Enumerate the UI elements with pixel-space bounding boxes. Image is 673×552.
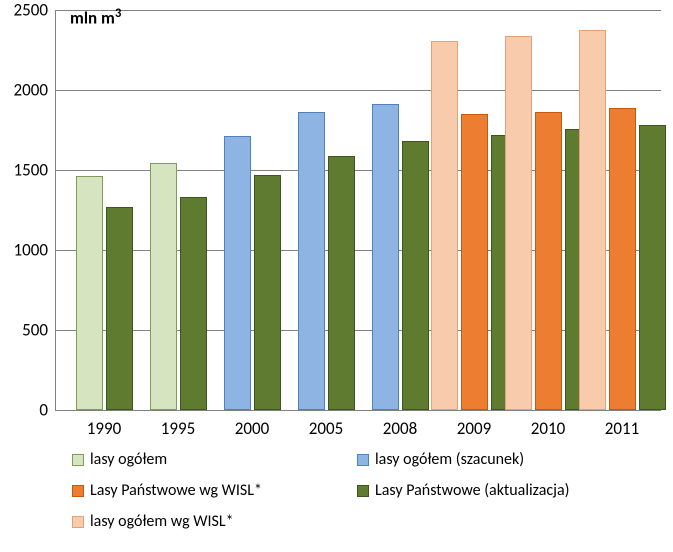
y-tick-label: 0 bbox=[39, 400, 56, 421]
plot-area: 0500100015002000250019901995200020052008… bbox=[55, 10, 661, 411]
x-tick-label: 2011 bbox=[605, 410, 639, 439]
legend-swatch bbox=[357, 485, 369, 497]
y-tick-label: 2500 bbox=[14, 0, 56, 21]
legend-label: lasy ogółem bbox=[90, 450, 167, 469]
legend-swatch bbox=[72, 485, 84, 497]
bar-lp_aktual bbox=[402, 141, 429, 410]
bar-lasy_ogolem_szac bbox=[298, 112, 325, 410]
bar-lasy_ogolem_wisl bbox=[579, 30, 606, 410]
legend-swatch bbox=[357, 454, 369, 466]
bar-lp_wg_wisl bbox=[609, 108, 636, 410]
bar-lp_wg_wisl bbox=[461, 114, 488, 410]
bar-lp_aktual bbox=[180, 197, 207, 410]
bar-lp_aktual bbox=[254, 175, 281, 410]
y-axis-unit-label: mln m3 bbox=[70, 6, 121, 29]
legend-swatch bbox=[72, 516, 84, 528]
bar-lp_aktual bbox=[639, 125, 666, 410]
x-tick-label: 2000 bbox=[235, 410, 269, 439]
x-tick-label: 1995 bbox=[161, 410, 195, 439]
legend-item-lp_wg_wisl: Lasy Państwowe wg WISL* bbox=[72, 481, 347, 500]
bar-lasy_ogolem bbox=[150, 163, 177, 410]
bar-lp_aktual bbox=[106, 207, 133, 410]
legend-item-lasy_ogolem_szac: lasy ogółem (szacunek) bbox=[357, 450, 632, 469]
y-tick-label: 1000 bbox=[14, 240, 56, 261]
legend-item-lasy_ogolem_wisl: lasy ogółem wg WISL* bbox=[72, 512, 347, 531]
forest-volume-bar-chart: 0 500 1000 1500 2000 2500 1990 1995 2000 2005 2008… bbox=[0, 0, 673, 552]
legend-item-lasy_ogolem: lasy ogółem bbox=[72, 450, 347, 469]
x-tick-label: 2010 bbox=[531, 410, 565, 439]
y-tick-label: 1500 bbox=[14, 160, 56, 181]
x-tick-label: 1990 bbox=[87, 410, 121, 439]
bar-lasy_ogolem_wisl bbox=[431, 41, 458, 410]
x-tick-label: 2005 bbox=[309, 410, 343, 439]
legend-swatch bbox=[72, 454, 84, 466]
legend-label: lasy ogółem wg WISL* bbox=[90, 512, 234, 531]
legend-item-lp_aktual: Lasy Państwowe (aktualizacja) bbox=[357, 481, 632, 500]
gridline bbox=[56, 10, 661, 11]
bar-lp_wg_wisl bbox=[535, 112, 562, 410]
legend-label: lasy ogółem (szacunek) bbox=[375, 450, 524, 469]
y-tick-label: 2000 bbox=[14, 80, 56, 101]
legend-label: Lasy Państwowe wg WISL* bbox=[90, 481, 262, 500]
y-tick-label: 500 bbox=[22, 320, 56, 341]
bar-lasy_ogolem_wisl bbox=[505, 36, 532, 410]
bar-lasy_ogolem bbox=[76, 176, 103, 410]
bar-lasy_ogolem_szac bbox=[372, 104, 399, 410]
legend: lasy ogółem lasy ogółem (szacunek) Lasy Pa… bbox=[72, 450, 632, 531]
bar-lp_aktual bbox=[328, 156, 355, 410]
legend-label: Lasy Państwowe (aktualizacja) bbox=[375, 481, 570, 500]
gridline bbox=[56, 90, 661, 91]
bar-lasy_ogolem_szac bbox=[224, 136, 251, 410]
x-tick-label: 2009 bbox=[457, 410, 491, 439]
x-tick-label: 2008 bbox=[383, 410, 417, 439]
